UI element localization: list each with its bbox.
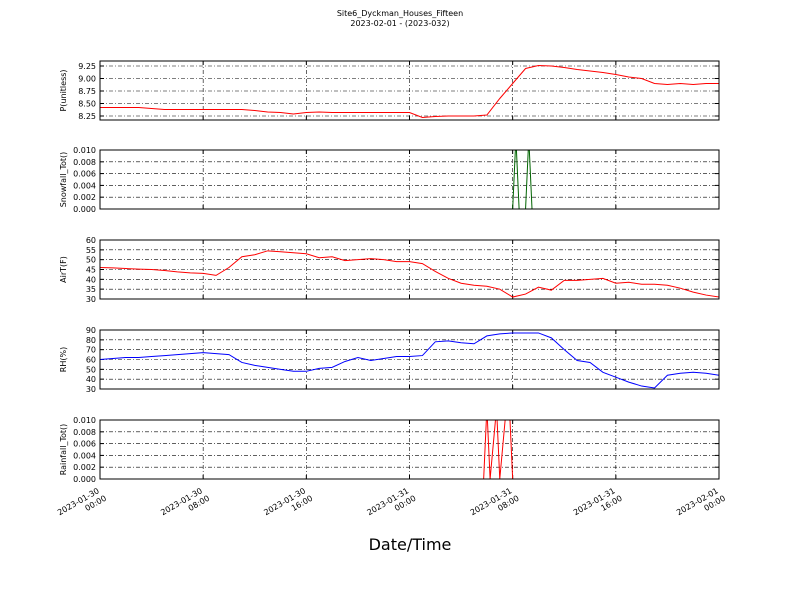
y-tick-label: 0.010 bbox=[73, 416, 96, 425]
x-tick-label: 2023-02-01 00:00 bbox=[675, 485, 727, 526]
y-tick-label: 40 bbox=[86, 275, 96, 284]
plot-frame bbox=[99, 149, 720, 210]
y-tick-label: 8.75 bbox=[78, 87, 96, 96]
y-tick-label: 9.25 bbox=[78, 62, 96, 71]
y-tick-label: 70 bbox=[86, 346, 96, 355]
data-line bbox=[100, 420, 719, 479]
y-tick-label: 50 bbox=[86, 365, 96, 374]
y-tick-label: 0.000 bbox=[73, 475, 96, 484]
plot-frame bbox=[99, 329, 720, 390]
y-tick-label: 0.006 bbox=[73, 170, 96, 179]
data-line bbox=[100, 250, 719, 298]
y-tick-label: 55 bbox=[86, 246, 96, 255]
y-axis-label: RH(%) bbox=[59, 347, 68, 372]
y-tick-label: 30 bbox=[86, 385, 96, 394]
y-tick-label: 0.008 bbox=[73, 158, 96, 167]
y-tick-label: 90 bbox=[86, 326, 96, 335]
y-axis-label: Snowfall_Tot() bbox=[59, 152, 68, 208]
x-tick-label: 2023-01-30 00:00 bbox=[56, 485, 108, 526]
x-tick-label: 2023-01-30 16:00 bbox=[262, 485, 314, 526]
y-tick-label: 80 bbox=[86, 336, 96, 345]
y-tick-label: 0.010 bbox=[73, 146, 96, 155]
x-tick-label: 2023-01-31 08:00 bbox=[469, 485, 521, 526]
y-tick-label: 8.50 bbox=[78, 100, 96, 109]
y-axis-label: AirT(F) bbox=[59, 256, 68, 283]
y-tick-label: 9.00 bbox=[78, 75, 96, 84]
plot-frame bbox=[99, 60, 720, 121]
x-tick-label: 2023-01-31 16:00 bbox=[572, 485, 624, 526]
y-tick-label: 50 bbox=[86, 256, 96, 265]
y-tick-label: 0.004 bbox=[73, 181, 96, 190]
data-line bbox=[100, 332, 719, 389]
y-tick-label: 40 bbox=[86, 375, 96, 384]
plot-frame bbox=[99, 419, 720, 480]
data-line bbox=[100, 64, 719, 119]
y-tick-label: 35 bbox=[86, 285, 96, 294]
y-tick-label: 30 bbox=[86, 295, 96, 304]
y-tick-label: 0.006 bbox=[73, 440, 96, 449]
y-axis-label: Rainfall_Tot() bbox=[59, 424, 68, 476]
y-tick-label: 60 bbox=[86, 356, 96, 365]
x-axis-label: Date/Time bbox=[369, 535, 452, 554]
y-tick-label: 60 bbox=[86, 236, 96, 245]
data-line bbox=[100, 150, 719, 209]
y-axis-label: P(unitless) bbox=[59, 69, 68, 111]
y-tick-label: 0.008 bbox=[73, 428, 96, 437]
y-tick-label: 0.000 bbox=[73, 205, 96, 214]
y-tick-label: 0.004 bbox=[73, 451, 96, 460]
chart-subtitle: 2023-02-01 - (2023-032) bbox=[350, 19, 449, 28]
plot-frame bbox=[99, 239, 720, 300]
y-tick-label: 45 bbox=[86, 266, 96, 275]
x-tick-label: 2023-01-30 08:00 bbox=[159, 485, 211, 526]
chart-title: Site6_Dyckman_Houses_Fifteen bbox=[337, 9, 463, 18]
y-tick-label: 0.002 bbox=[73, 193, 96, 202]
y-tick-label: 0.002 bbox=[73, 463, 96, 472]
x-tick-label: 2023-01-31 00:00 bbox=[366, 485, 418, 526]
y-tick-label: 8.25 bbox=[78, 112, 96, 121]
